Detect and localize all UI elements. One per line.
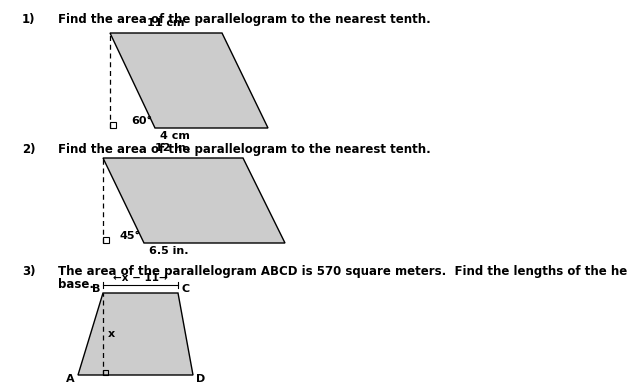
Text: 1): 1) [22,13,36,26]
Text: 4 cm: 4 cm [160,131,190,141]
Polygon shape [103,158,285,243]
Text: The area of the parallelogram ABCD is 570 square meters.  Find the lengths of th: The area of the parallelogram ABCD is 57… [58,265,628,278]
Text: D: D [196,374,205,383]
Text: 12 in.: 12 in. [155,143,191,153]
Text: 2): 2) [22,143,36,156]
Text: 3): 3) [22,265,36,278]
Text: 60°: 60° [131,116,152,126]
Text: B: B [92,284,100,294]
Text: base.: base. [58,278,94,291]
Text: Find the area of the parallelogram to the nearest tenth.: Find the area of the parallelogram to th… [58,143,431,156]
Text: 45°: 45° [120,231,141,241]
Text: ←x − 11→: ←x − 11→ [113,273,168,283]
Polygon shape [110,33,268,128]
Text: A: A [67,374,75,383]
Text: C: C [181,284,189,294]
Polygon shape [78,293,193,375]
Text: Find the area of the parallelogram to the nearest tenth.: Find the area of the parallelogram to th… [58,13,431,26]
Text: 11 cm: 11 cm [147,18,185,28]
Text: x: x [108,329,115,339]
Text: 6.5 in.: 6.5 in. [149,246,188,256]
